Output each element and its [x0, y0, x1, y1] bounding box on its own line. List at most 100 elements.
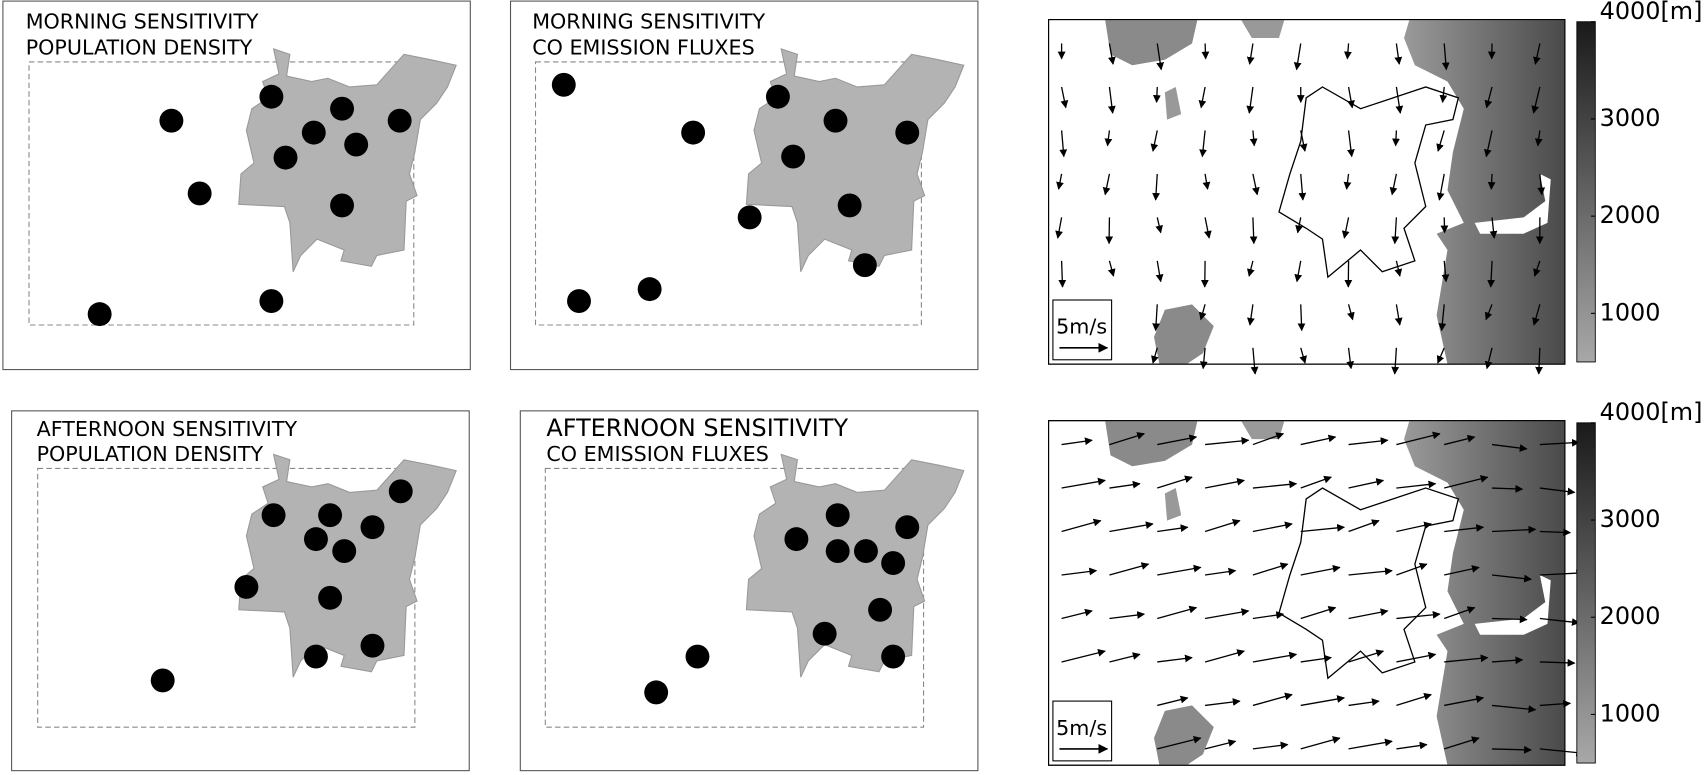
wind-arrow	[1109, 521, 1154, 533]
wind-arrow	[1251, 173, 1260, 196]
wind-arrow	[1252, 521, 1293, 533]
stations	[644, 503, 920, 705]
wind-arrow	[1107, 260, 1116, 277]
station-dot	[150, 668, 175, 693]
colorbar-tick-label: 1000	[1600, 298, 1661, 326]
wind-arrow	[1252, 651, 1298, 663]
wind-arrow	[1150, 130, 1159, 152]
panel-title: MORNING SENSITIVITY	[532, 9, 765, 33]
wind-arrow	[1109, 611, 1145, 620]
stations	[87, 84, 412, 327]
wind-arrow	[1157, 695, 1189, 707]
wind-arrow	[1252, 432, 1285, 446]
wind-arrow	[1250, 347, 1259, 375]
wind-arrow	[1061, 518, 1102, 533]
wind-arrow	[1294, 260, 1303, 283]
wind-arrow	[1489, 217, 1498, 239]
wind-arrow	[1155, 217, 1163, 234]
scale-label: 5m/s	[1056, 716, 1107, 740]
station-dot	[332, 539, 357, 564]
wind-arrow	[1539, 617, 1580, 626]
wind-arrow	[1389, 173, 1398, 196]
station-dot	[159, 108, 184, 133]
scale-label: 5m/s	[1056, 315, 1107, 339]
station-dot	[360, 515, 385, 540]
wind-arrow	[1246, 86, 1255, 114]
wind-arrow	[1483, 130, 1493, 158]
station-dot	[825, 539, 850, 564]
wind-arrow	[1444, 475, 1489, 489]
wind-arrow	[1299, 130, 1308, 152]
wind-arrow	[1205, 437, 1250, 446]
station-dot	[388, 479, 413, 504]
station-dot	[261, 503, 286, 528]
wind-arrow	[1157, 605, 1198, 620]
wind-arrow	[1394, 304, 1403, 326]
station-dot	[837, 193, 862, 218]
wind-arrow	[1348, 738, 1393, 750]
panel-title: POPULATION DENSITY	[37, 442, 264, 466]
wind-arrows	[1055, 43, 1546, 375]
colorbar-tick-label: 3000	[1600, 104, 1661, 132]
wind-arrow	[1300, 564, 1341, 576]
wind-arrow	[1396, 431, 1441, 446]
wind-arrow	[1061, 648, 1106, 663]
station-dot	[304, 644, 328, 669]
panel-title: POPULATION DENSITY	[26, 35, 253, 59]
wind-arrow	[1058, 260, 1067, 288]
map-border	[1048, 420, 1566, 766]
wind-arrow	[1300, 605, 1337, 620]
wind-arrow	[1347, 130, 1355, 158]
station-dot	[567, 289, 591, 314]
wind-arrow	[1252, 611, 1285, 620]
wind-arrow	[1157, 654, 1193, 663]
wind-arrow	[1202, 173, 1211, 190]
wind-arrow	[1109, 480, 1141, 489]
station-dot	[234, 575, 259, 599]
wind-arrow	[1252, 480, 1298, 489]
wind-arrow	[1348, 437, 1389, 446]
wind-arrow	[1300, 695, 1345, 707]
station-dot	[881, 551, 906, 575]
colorbar-tick-label: 2000	[1600, 201, 1661, 229]
wind-arrow	[1201, 43, 1210, 60]
stations	[150, 479, 413, 693]
station-dot	[301, 120, 326, 145]
wind-arrow	[1056, 173, 1064, 190]
colorbar-tick-label: 4000[m]	[1600, 398, 1703, 426]
panel: AFTERNOON SENSITIVITY POPULATION DENSITY	[11, 410, 470, 772]
wind-arrow	[1441, 43, 1450, 71]
wind-arrow	[1300, 434, 1337, 446]
wind-arrow	[1204, 477, 1245, 489]
wind-arrow	[1394, 43, 1403, 65]
stations	[551, 72, 920, 314]
station-dot	[685, 644, 710, 669]
wind-arrow	[1247, 304, 1255, 326]
wind-arrow	[1346, 347, 1355, 370]
panel: AFTERNOON SENSITIVITY CO EMISSION FLUXES	[519, 410, 979, 772]
wind-arrow	[1348, 649, 1385, 663]
wind-arrow	[1392, 130, 1400, 147]
wind-arrow	[1347, 304, 1355, 321]
colorbar-tick-label: 1000	[1600, 699, 1661, 727]
wind-arrow	[1295, 217, 1303, 234]
wind-arrow	[1531, 86, 1541, 114]
wind-arrow	[1104, 130, 1113, 147]
wind-arrow	[1199, 130, 1207, 158]
wind-arrow	[1152, 173, 1160, 201]
wind-arrow	[1341, 217, 1350, 239]
wind-arrow	[1436, 130, 1445, 152]
wind-arrow	[1204, 519, 1241, 533]
wind-arrow	[1109, 562, 1150, 576]
station-dot	[387, 108, 412, 133]
station-dot	[318, 503, 343, 528]
panel-title: AFTERNOON SENSITIVITY	[546, 414, 848, 442]
wind-arrow	[1199, 347, 1208, 370]
wind-arrow	[1249, 130, 1258, 147]
wind-arrow	[1444, 524, 1485, 533]
colorbar-scale	[1576, 422, 1596, 764]
wind-arrow	[1109, 652, 1141, 663]
wind-arrow	[1059, 130, 1068, 158]
station-dot	[737, 205, 762, 230]
wind-arrow	[1444, 565, 1480, 576]
